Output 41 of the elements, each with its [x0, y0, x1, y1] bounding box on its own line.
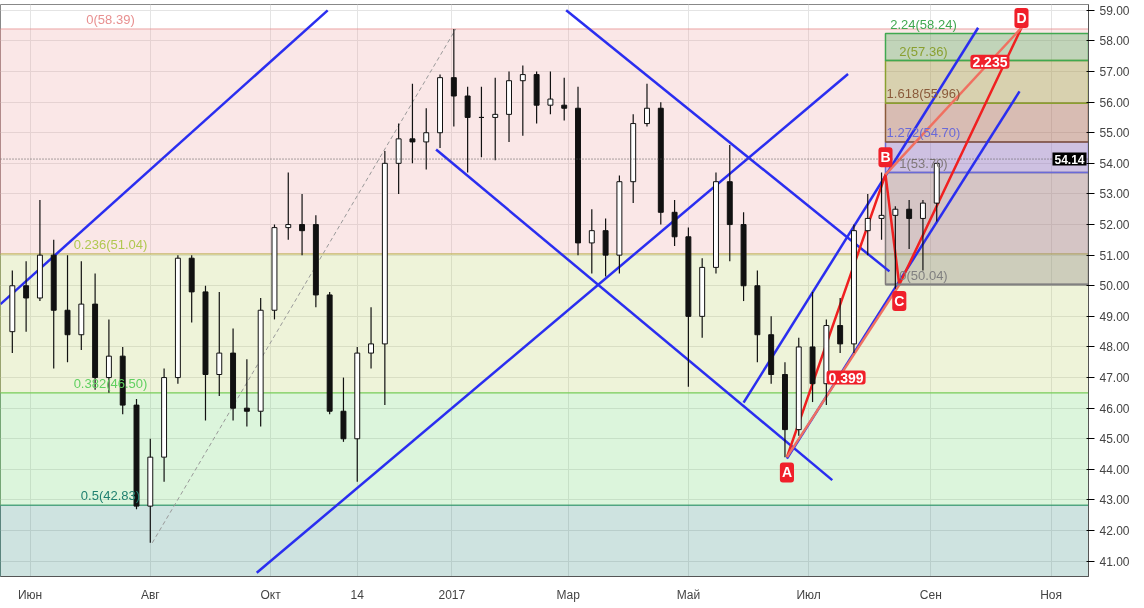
y-tick-label: 45.00 [1099, 432, 1130, 447]
y-tick-label: 49.00 [1099, 309, 1130, 324]
y-tick-label: 54.00 [1099, 156, 1130, 171]
annotation: C [894, 293, 905, 310]
annotation: A [781, 464, 792, 481]
band-label: 0.236(51.04) [73, 236, 148, 252]
y-tick-label: 59.00 [1099, 3, 1130, 18]
y-tick-label: 51.00 [1099, 248, 1130, 263]
y-tick-label: 48.00 [1099, 340, 1130, 355]
y-tick-label: 52.00 [1099, 218, 1130, 233]
y-tick-label: 57.00 [1099, 65, 1130, 80]
y-tick-label: 44.00 [1099, 462, 1130, 477]
x-tick-label: 2017 [438, 587, 466, 602]
y-tick-label: 53.00 [1099, 187, 1130, 202]
series-label: 2.24(58.24) [890, 16, 957, 32]
y-tick-label: 55.00 [1099, 126, 1130, 141]
x-tick-label: Мар [556, 587, 581, 602]
y-tick-label: 50.00 [1099, 279, 1130, 294]
y-tick-label: 56.00 [1099, 95, 1130, 110]
ref-line-label: 54.14 [1054, 152, 1085, 167]
y-tick-label: 47.00 [1099, 371, 1130, 386]
y-tick-label: 43.00 [1099, 493, 1130, 508]
annotation: 2.235 [972, 53, 1008, 70]
band-label: 0(58.39) [86, 11, 135, 27]
annotation: D [1016, 9, 1027, 26]
annotation: B [880, 149, 891, 166]
y-tick-label: 41.00 [1099, 554, 1130, 569]
x-tick-label: Май [676, 587, 701, 602]
x-tick-label: Окт [260, 587, 282, 602]
x-tick-label: Авг [140, 587, 161, 602]
y-tick-label: 58.00 [1099, 34, 1130, 49]
series-label: 2(57.36) [899, 43, 948, 59]
x-tick-label: Июл [796, 587, 821, 602]
x-tick-label: 14 [350, 587, 365, 602]
x-tick-label: Июн [17, 587, 43, 602]
y-tick-label: 46.00 [1099, 401, 1130, 416]
x-tick-label: Ноя [1040, 587, 1062, 602]
x-tick-label: Сен [919, 587, 942, 602]
series-label: 1(53.70) [899, 155, 948, 171]
annotation: 0.399 [828, 369, 864, 386]
y-tick-label: 42.00 [1099, 524, 1130, 539]
